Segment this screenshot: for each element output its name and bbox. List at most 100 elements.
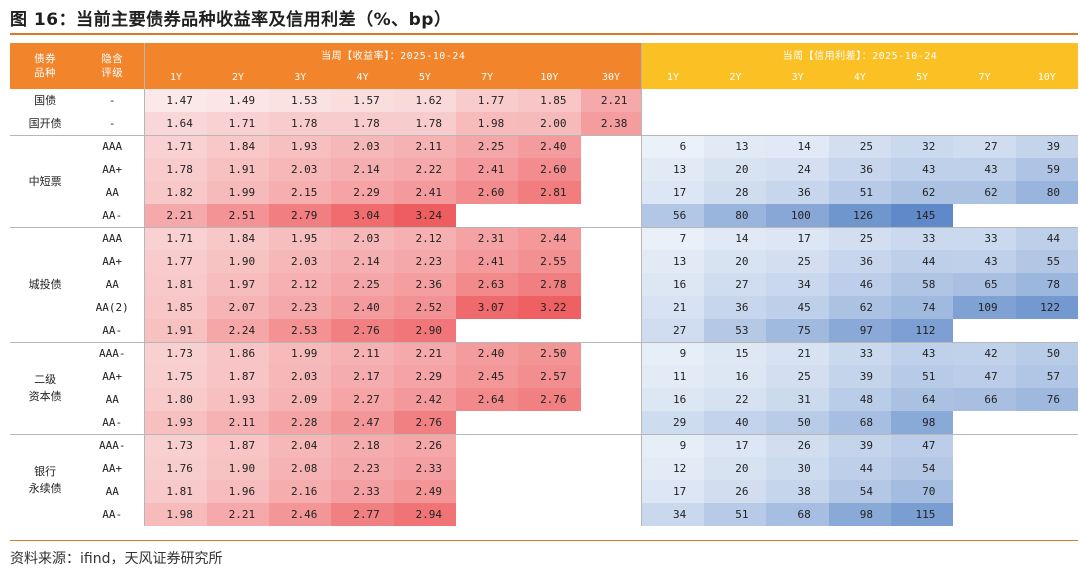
yield-cell: 2.24 — [206, 319, 270, 342]
yield-cell: 2.40 — [331, 296, 394, 319]
yield-cell: 1.71 — [144, 134, 207, 158]
spread-cell: 97 — [828, 319, 892, 342]
yield-cell: 2.03 — [331, 226, 394, 250]
spread-cell: 66 — [953, 388, 1016, 411]
spread-cell — [829, 112, 891, 135]
spread-cell: 122 — [1015, 296, 1078, 319]
yield-cell: 3.04 — [331, 204, 394, 227]
yield-cell: 2.63 — [456, 273, 519, 296]
yield-cell: 2.94 — [393, 503, 456, 526]
yield-cell: 2.60 — [456, 181, 519, 204]
yield-cell: 2.78 — [518, 273, 581, 296]
spread-cell: 6 — [641, 134, 705, 158]
spread-cell: 39 — [828, 433, 892, 457]
yield-cell: 2.45 — [456, 365, 519, 388]
table-header: 债券 品种 隐含 评级 当周【收益率】：2025-10-24 当周【信用利差】：… — [10, 43, 1078, 89]
yield-cell: 2.26 — [393, 433, 456, 457]
rating-cell: AA — [80, 273, 146, 296]
spread-cell: 57 — [1015, 365, 1078, 388]
spread-cell: 24 — [766, 158, 829, 181]
spread-cell: 9 — [641, 341, 705, 365]
yield-cell — [580, 341, 642, 365]
yield-tenor-header: 3Y — [269, 66, 332, 89]
yield-cell: 2.21 — [206, 503, 270, 526]
yield-cell: 1.71 — [206, 112, 270, 135]
yield-cell: 2.03 — [269, 250, 332, 273]
yield-cell: 2.60 — [518, 158, 581, 181]
rating-cell: AA — [80, 480, 146, 503]
yield-cell: 1.90 — [206, 250, 270, 273]
spread-cell: 80 — [704, 204, 767, 227]
spread-cell — [1016, 112, 1078, 135]
spread-cell: 33 — [828, 341, 892, 365]
yield-cell — [581, 503, 642, 526]
rating-cell: - — [80, 112, 146, 135]
yield-cell: 1.82 — [144, 181, 207, 204]
spread-cell: 26 — [704, 480, 767, 503]
yield-cell: 2.21 — [393, 341, 456, 365]
yield-cell — [581, 388, 642, 411]
footer-rule — [10, 540, 1078, 541]
spread-cell: 34 — [641, 503, 705, 526]
yield-cell — [580, 134, 642, 158]
yield-cell — [581, 181, 642, 204]
yield-cell: 1.53 — [269, 89, 332, 112]
spread-cell: 47 — [891, 433, 954, 457]
spread-cell: 17 — [704, 433, 767, 457]
yield-cell: 2.04 — [269, 433, 332, 457]
spread-cell — [953, 457, 1015, 480]
spread-cell: 21 — [641, 296, 705, 319]
yield-cell: 2.40 — [518, 134, 581, 158]
spread-cell: 100 — [766, 204, 829, 227]
yield-cell: 2.50 — [518, 341, 581, 365]
table-row: AA- 1.98 2.21 2.46 2.77 2.94 34 51 68 98 115 — [10, 503, 1078, 526]
table-row: 国债 -1.47 1.49 1.53 1.57 1.62 1.77 1.85 2.21 — [10, 89, 1078, 112]
spread-cell: 44 — [891, 250, 954, 273]
yield-cell: 1.95 — [269, 226, 332, 250]
yield-tenor-header: 1Y — [144, 66, 207, 89]
yield-cell: 2.49 — [393, 480, 456, 503]
title-rule — [10, 33, 1078, 35]
spread-cell: 58 — [891, 273, 954, 296]
spread-cell: 50 — [1015, 341, 1078, 365]
spread-cell: 53 — [704, 319, 767, 342]
spread-cell: 39 — [828, 365, 892, 388]
table-row: AA+ 1.78 1.91 2.03 2.14 2.22 2.41 2.60 13 20 24 36 4… — [10, 158, 1078, 181]
yield-cell: 2.31 — [456, 226, 519, 250]
yield-cell: 2.11 — [331, 341, 394, 365]
yield-cell: 2.53 — [269, 319, 332, 342]
bond-type-label: 银行 永续债 — [10, 433, 81, 526]
spread-cell: 46 — [828, 273, 892, 296]
yield-cell: 2.12 — [269, 273, 332, 296]
rating-cell: AA- — [80, 411, 146, 434]
spread-cell — [1015, 433, 1078, 457]
bond-type-label: 城投债 — [10, 226, 81, 342]
spread-cell — [642, 89, 704, 112]
spread-cell: 13 — [641, 158, 705, 181]
yield-cell: 2.40 — [456, 341, 519, 365]
spread-cell: 16 — [641, 388, 705, 411]
spread-cell: 36 — [828, 250, 892, 273]
spread-tenor-header: 5Y — [891, 66, 954, 89]
spread-cell: 27 — [641, 319, 705, 342]
yield-cell: 1.77 — [144, 250, 207, 273]
spread-cell: 44 — [1015, 226, 1078, 250]
yield-cell: 1.87 — [206, 365, 270, 388]
yield-cell: 2.07 — [206, 296, 270, 319]
col-header-type-line2: 品种 — [34, 67, 57, 79]
spread-cell — [829, 89, 891, 112]
spread-cell: 9 — [641, 433, 705, 457]
yield-cell: 1.93 — [144, 411, 207, 434]
yield-cell: 2.29 — [393, 365, 456, 388]
rating-cell: AA+ — [80, 158, 146, 181]
yield-cell: 2.64 — [456, 388, 519, 411]
yield-cell: 2.21 — [580, 89, 642, 112]
yield-cell — [581, 365, 642, 388]
yield-cell: 3.22 — [518, 296, 581, 319]
yield-cell — [518, 480, 580, 503]
yield-cell: 1.91 — [144, 319, 207, 342]
spread-cell: 51 — [891, 365, 954, 388]
table-row: 中短票 AAA 1.71 1.84 1.93 2.03 2.11 2.25 2.40 6 13 14 2… — [10, 134, 1078, 227]
yield-cell: 2.76 — [518, 388, 581, 411]
yield-section-title: 当周【收益率】：2025-10-24 — [144, 43, 642, 66]
